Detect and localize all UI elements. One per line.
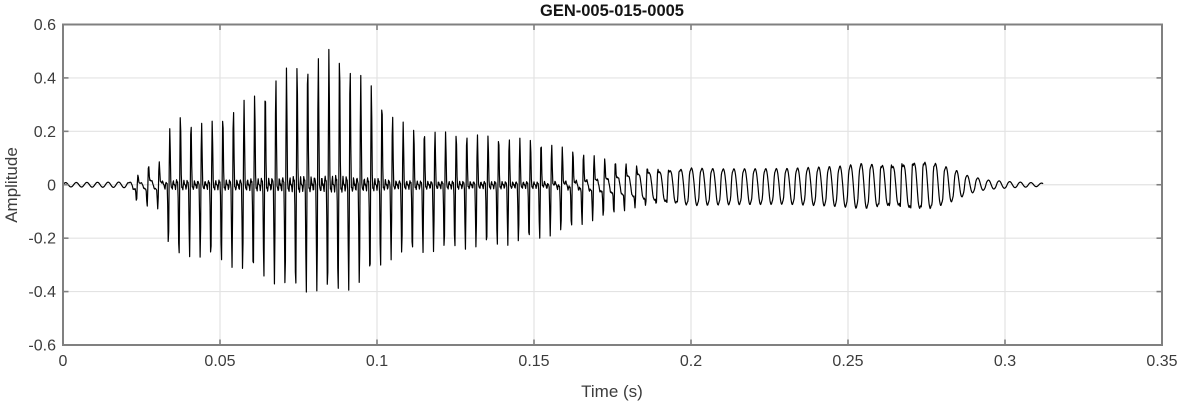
y-tick-label: 0 [47, 177, 56, 194]
x-tick-label: 0.1 [366, 353, 388, 370]
x-tick-label: 0.35 [1146, 353, 1177, 370]
y-tick-label: -0.6 [28, 338, 56, 355]
x-tick-label: 0 [59, 353, 68, 370]
chart-title: GEN-005-015-0005 [540, 2, 684, 20]
y-axis-label: Amplitude [2, 147, 21, 223]
trace-layer [62, 48, 1044, 293]
grid-layer [62, 23, 1163, 346]
x-tick-label: 0.3 [994, 353, 1016, 370]
x-tick-label: 0.2 [680, 353, 702, 370]
y-tick-label: -0.4 [28, 284, 56, 301]
x-tick-label: 0.25 [832, 353, 863, 370]
axis-layer [62, 23, 1163, 346]
y-tick-label: -0.2 [28, 231, 56, 248]
y-tick-label: 0.6 [34, 17, 56, 34]
x-axis-label: Time (s) [581, 382, 643, 401]
tick-label-layer: 0 0.05 0.1 0.15 0.2 0.25 0.3 0.35 -0.6 -0.4 -0.2 0 0… [28, 17, 1177, 370]
x-tick-label: 0.05 [204, 353, 235, 370]
y-tick-label: 0.2 [34, 124, 56, 141]
waveform-trace [62, 48, 1044, 293]
y-tick-label: 0.4 [34, 70, 56, 87]
x-tick-label: 0.15 [518, 353, 549, 370]
